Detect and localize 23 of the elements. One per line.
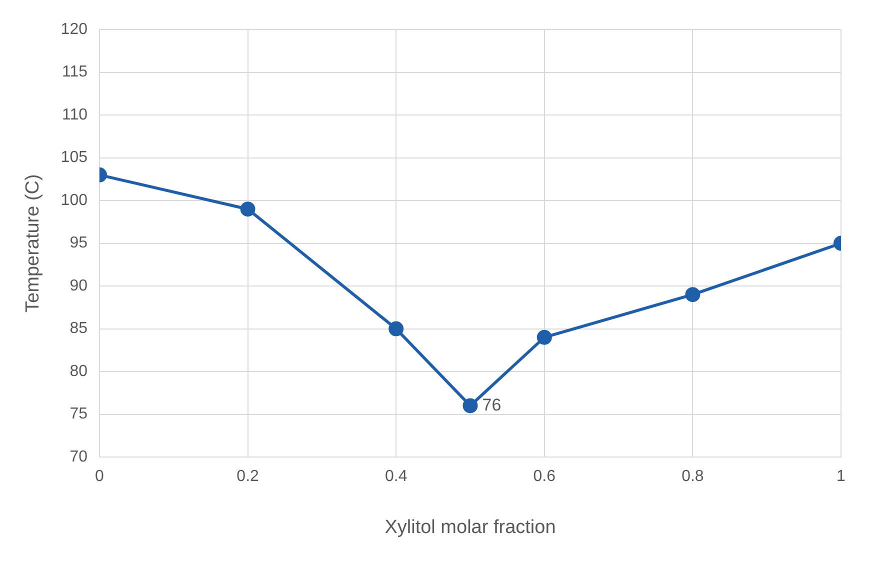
- y-tick-label: 75: [70, 406, 88, 423]
- x-tick-label: 0.2: [236, 468, 260, 486]
- point: [536, 330, 552, 345]
- y-tick-label: 105: [60, 149, 88, 166]
- point: [388, 321, 404, 336]
- y-tick-label: 85: [70, 320, 88, 338]
- y-tick-label: 120: [60, 21, 88, 38]
- y-tick-label: 115: [62, 64, 88, 81]
- y-tick-label: 100: [60, 192, 88, 209]
- x-tick-label: 0.8: [682, 468, 704, 486]
- x-tick-label: 0.6: [533, 468, 556, 486]
- y-axis-title: Temperature (C): [22, 174, 44, 312]
- annotation: 76: [482, 395, 502, 414]
- y-tick-label: 95: [70, 234, 88, 252]
- y-tick-label: 70: [70, 448, 88, 466]
- x-axis-title: Xylitol molar fraction: [384, 516, 556, 538]
- x-tick-label: 0.4: [384, 468, 408, 486]
- y-tick-label: 90: [70, 277, 88, 294]
- y-tick-label: 80: [70, 362, 88, 380]
- point: [462, 398, 478, 414]
- y-tick-label: 110: [62, 106, 88, 124]
- x-tick-label: 0: [95, 468, 104, 486]
- x-tick-label: 1: [836, 468, 846, 486]
